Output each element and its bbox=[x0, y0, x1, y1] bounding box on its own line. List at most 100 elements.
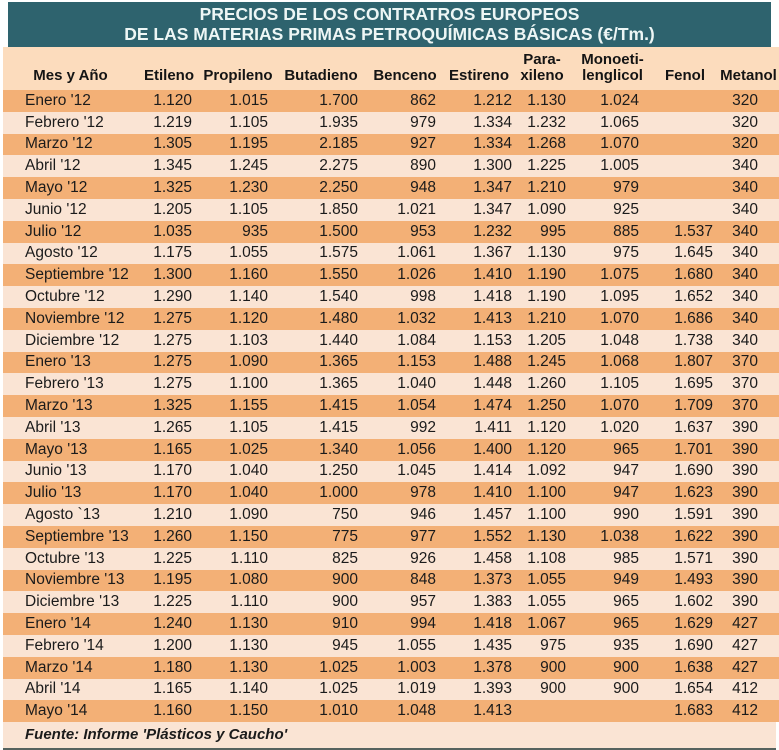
value-cell: 1.070 bbox=[570, 133, 655, 156]
value-cell: 1.067 bbox=[514, 613, 570, 635]
value-cell bbox=[655, 133, 715, 156]
value-cell: 340 bbox=[715, 307, 779, 330]
value-cell: 1.195 bbox=[200, 133, 276, 156]
value-cell: 1.418 bbox=[444, 613, 514, 635]
table-row: Abril '13 1.265 1.105 1.415 992 1.411 1.120 1.0… bbox=[3, 416, 779, 439]
value-cell: 1.130 bbox=[514, 242, 570, 265]
value-cell: 390 bbox=[715, 460, 779, 483]
value-cell: 1.645 bbox=[655, 242, 715, 265]
table-row: Agosto `13 1.210 1.090 750 946 1.457 1.100 990 1… bbox=[3, 504, 779, 526]
value-cell: 1.153 bbox=[444, 329, 514, 352]
month-cell: Julio '13 bbox=[3, 482, 138, 505]
value-cell: 390 bbox=[715, 591, 779, 614]
value-cell: 890 bbox=[366, 155, 444, 178]
source-note: Fuente: Informe 'Plásticos y Caucho' bbox=[3, 722, 776, 749]
value-cell: 1.591 bbox=[655, 504, 715, 526]
value-cell: 1.290 bbox=[138, 286, 200, 308]
value-cell: 1.709 bbox=[655, 395, 715, 417]
value-cell: 1.654 bbox=[655, 678, 715, 701]
value-cell: 1.108 bbox=[514, 547, 570, 570]
value-cell: 1.458 bbox=[444, 547, 514, 570]
value-cell: 340 bbox=[715, 242, 779, 265]
value-cell: 1.440 bbox=[276, 329, 366, 352]
value-cell: 1.300 bbox=[138, 264, 200, 287]
value-cell: 1.130 bbox=[514, 90, 570, 112]
month-cell: Mayo '13 bbox=[3, 438, 138, 461]
value-cell: 427 bbox=[715, 613, 779, 635]
value-cell: 1.935 bbox=[276, 111, 366, 134]
value-cell: 340 bbox=[715, 286, 779, 308]
value-cell: 978 bbox=[366, 482, 444, 505]
value-cell: 1.170 bbox=[138, 482, 200, 505]
value-cell: 1.200 bbox=[138, 634, 200, 657]
value-cell: 1.652 bbox=[655, 286, 715, 308]
table-row: Marzo '13 1.325 1.155 1.415 1.054 1.474 1.250 1… bbox=[3, 395, 779, 417]
value-cell: 1.230 bbox=[200, 177, 276, 199]
value-cell: 1.025 bbox=[276, 656, 366, 679]
value-cell: 1.225 bbox=[138, 591, 200, 614]
value-cell: 957 bbox=[366, 591, 444, 614]
value-cell: 1.275 bbox=[138, 373, 200, 396]
value-cell: 775 bbox=[276, 525, 366, 548]
value-cell: 1.602 bbox=[655, 591, 715, 614]
value-cell: 412 bbox=[715, 678, 779, 701]
value-cell: 1.160 bbox=[138, 700, 200, 723]
table-row: Enero '12 1.120 1.015 1.700 862 1.212 1.130 1.0… bbox=[3, 90, 779, 112]
value-cell: 1.019 bbox=[366, 678, 444, 701]
value-cell: 1.623 bbox=[655, 482, 715, 505]
table-row: Febrero '14 1.200 1.130 945 1.055 1.435 975 935… bbox=[3, 634, 779, 657]
value-cell: 1.325 bbox=[138, 395, 200, 417]
value-cell: 1.120 bbox=[200, 307, 276, 330]
value-cell: 1.130 bbox=[514, 525, 570, 548]
value-cell: 1.488 bbox=[444, 351, 514, 374]
value-cell: 1.393 bbox=[444, 678, 514, 701]
value-cell: 1.040 bbox=[366, 373, 444, 396]
value-cell: 1.003 bbox=[366, 656, 444, 679]
value-cell: 390 bbox=[715, 525, 779, 548]
value-cell: 995 bbox=[514, 220, 570, 243]
value-cell: 340 bbox=[715, 177, 779, 199]
value-cell: 1.092 bbox=[514, 460, 570, 483]
value-cell: 900 bbox=[276, 591, 366, 614]
value-cell: 340 bbox=[715, 220, 779, 243]
value-cell: 949 bbox=[570, 569, 655, 592]
value-cell: 370 bbox=[715, 351, 779, 374]
value-cell: 1.040 bbox=[200, 460, 276, 483]
value-cell: 1.153 bbox=[366, 351, 444, 374]
value-cell: 1.210 bbox=[138, 504, 200, 526]
header-row: Mes y Año Etileno Propileno Butadieno Bencen… bbox=[3, 47, 779, 90]
value-cell: 1.075 bbox=[570, 264, 655, 287]
value-cell: 1.084 bbox=[366, 329, 444, 352]
value-cell: 992 bbox=[366, 416, 444, 439]
table-row: Abril '14 1.165 1.140 1.025 1.019 1.393 900 900… bbox=[3, 678, 779, 701]
value-cell: 1.065 bbox=[570, 111, 655, 134]
value-cell: 340 bbox=[715, 155, 779, 178]
value-cell: 1.024 bbox=[570, 90, 655, 112]
value-cell: 1.105 bbox=[200, 198, 276, 221]
value-cell bbox=[570, 700, 655, 723]
value-cell bbox=[655, 177, 715, 199]
table-row: Diciembre '12 1.275 1.103 1.440 1.084 1.153 1.… bbox=[3, 329, 779, 352]
value-cell: 1.055 bbox=[200, 242, 276, 265]
value-cell: 1.571 bbox=[655, 547, 715, 570]
value-cell: 1.537 bbox=[655, 220, 715, 243]
value-cell: 1.054 bbox=[366, 395, 444, 417]
value-cell: 1.414 bbox=[444, 460, 514, 483]
value-cell: 1.575 bbox=[276, 242, 366, 265]
value-cell: 1.165 bbox=[138, 678, 200, 701]
value-cell: 1.212 bbox=[444, 90, 514, 112]
month-cell: Noviembre '13 bbox=[3, 569, 138, 592]
table-area: Mes y Año Etileno Propileno Butadieno Bencen… bbox=[3, 47, 779, 750]
month-cell: Enero '13 bbox=[3, 351, 138, 374]
value-cell: 1.056 bbox=[366, 438, 444, 461]
column-header: Fenol bbox=[655, 47, 715, 90]
value-cell: 1.690 bbox=[655, 634, 715, 657]
value-cell: 1.493 bbox=[655, 569, 715, 592]
month-cell: Enero '12 bbox=[3, 90, 138, 112]
value-cell: 1.410 bbox=[444, 264, 514, 287]
value-cell: 1.552 bbox=[444, 525, 514, 548]
value-cell: 1.070 bbox=[570, 395, 655, 417]
value-cell: 390 bbox=[715, 569, 779, 592]
value-cell: 427 bbox=[715, 634, 779, 657]
